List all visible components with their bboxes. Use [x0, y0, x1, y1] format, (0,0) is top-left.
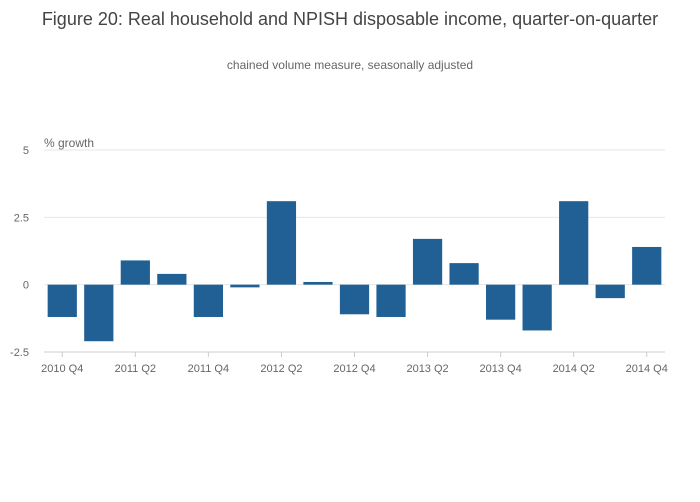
- bar-2012-q1[interactable]: [230, 284, 260, 288]
- y-tick-label: 2.5: [14, 212, 29, 224]
- chart-subtitle: chained volume measure, seasonally adjus…: [226, 58, 474, 72]
- x-tick-label: 2011 Q2: [115, 363, 156, 375]
- bar-2013-q1[interactable]: [376, 284, 406, 317]
- bars: [47, 201, 662, 342]
- bar-2013-q3[interactable]: [449, 263, 479, 285]
- bar-2013-q4[interactable]: [486, 284, 516, 320]
- x-tick-label: 2014 Q2: [553, 363, 595, 375]
- x-axis-ticks: 2010 Q4 2011 Q2 2011 Q4 2012 Q2 2012 Q4 2013 …: [41, 352, 668, 375]
- bar-2014-q3[interactable]: [595, 284, 625, 299]
- y-axis-ticks: 5 2.5 0 -2.5: [10, 145, 29, 359]
- x-tick-label: 2011 Q4: [188, 363, 229, 375]
- y-tick-label: 0: [23, 280, 29, 292]
- x-tick-label: 2012 Q2: [260, 363, 302, 375]
- bar-2011-q2[interactable]: [120, 260, 150, 285]
- y-tick-label: -2.5: [10, 347, 29, 359]
- bar-2013-q2[interactable]: [412, 238, 443, 285]
- chart-title: Figure 20: Real household and NPISH disp…: [41, 9, 659, 29]
- x-tick-label: 2014 Q4: [626, 363, 668, 375]
- bar-2012-q3[interactable]: [303, 281, 333, 285]
- bar-2012-q4[interactable]: [339, 284, 370, 315]
- bar-2011-q3[interactable]: [157, 273, 187, 285]
- y-tick-label: 5: [23, 145, 29, 157]
- x-tick-label: 2013 Q4: [480, 363, 522, 375]
- bar-2011-q4[interactable]: [193, 284, 223, 317]
- x-tick-label: 2012 Q4: [333, 363, 375, 375]
- bar-2011-q1[interactable]: [84, 284, 114, 342]
- x-tick-label: 2013 Q2: [406, 363, 448, 375]
- bar-2014-q1[interactable]: [522, 284, 552, 331]
- bar-2010-q4[interactable]: [47, 284, 77, 317]
- bar-2014-q2[interactable]: [559, 201, 589, 285]
- y-axis-label: % growth: [44, 136, 94, 150]
- x-tick-label: 2010 Q4: [41, 363, 83, 375]
- bar-2012-q2[interactable]: [266, 201, 297, 285]
- bar-2014-q4[interactable]: [632, 246, 662, 285]
